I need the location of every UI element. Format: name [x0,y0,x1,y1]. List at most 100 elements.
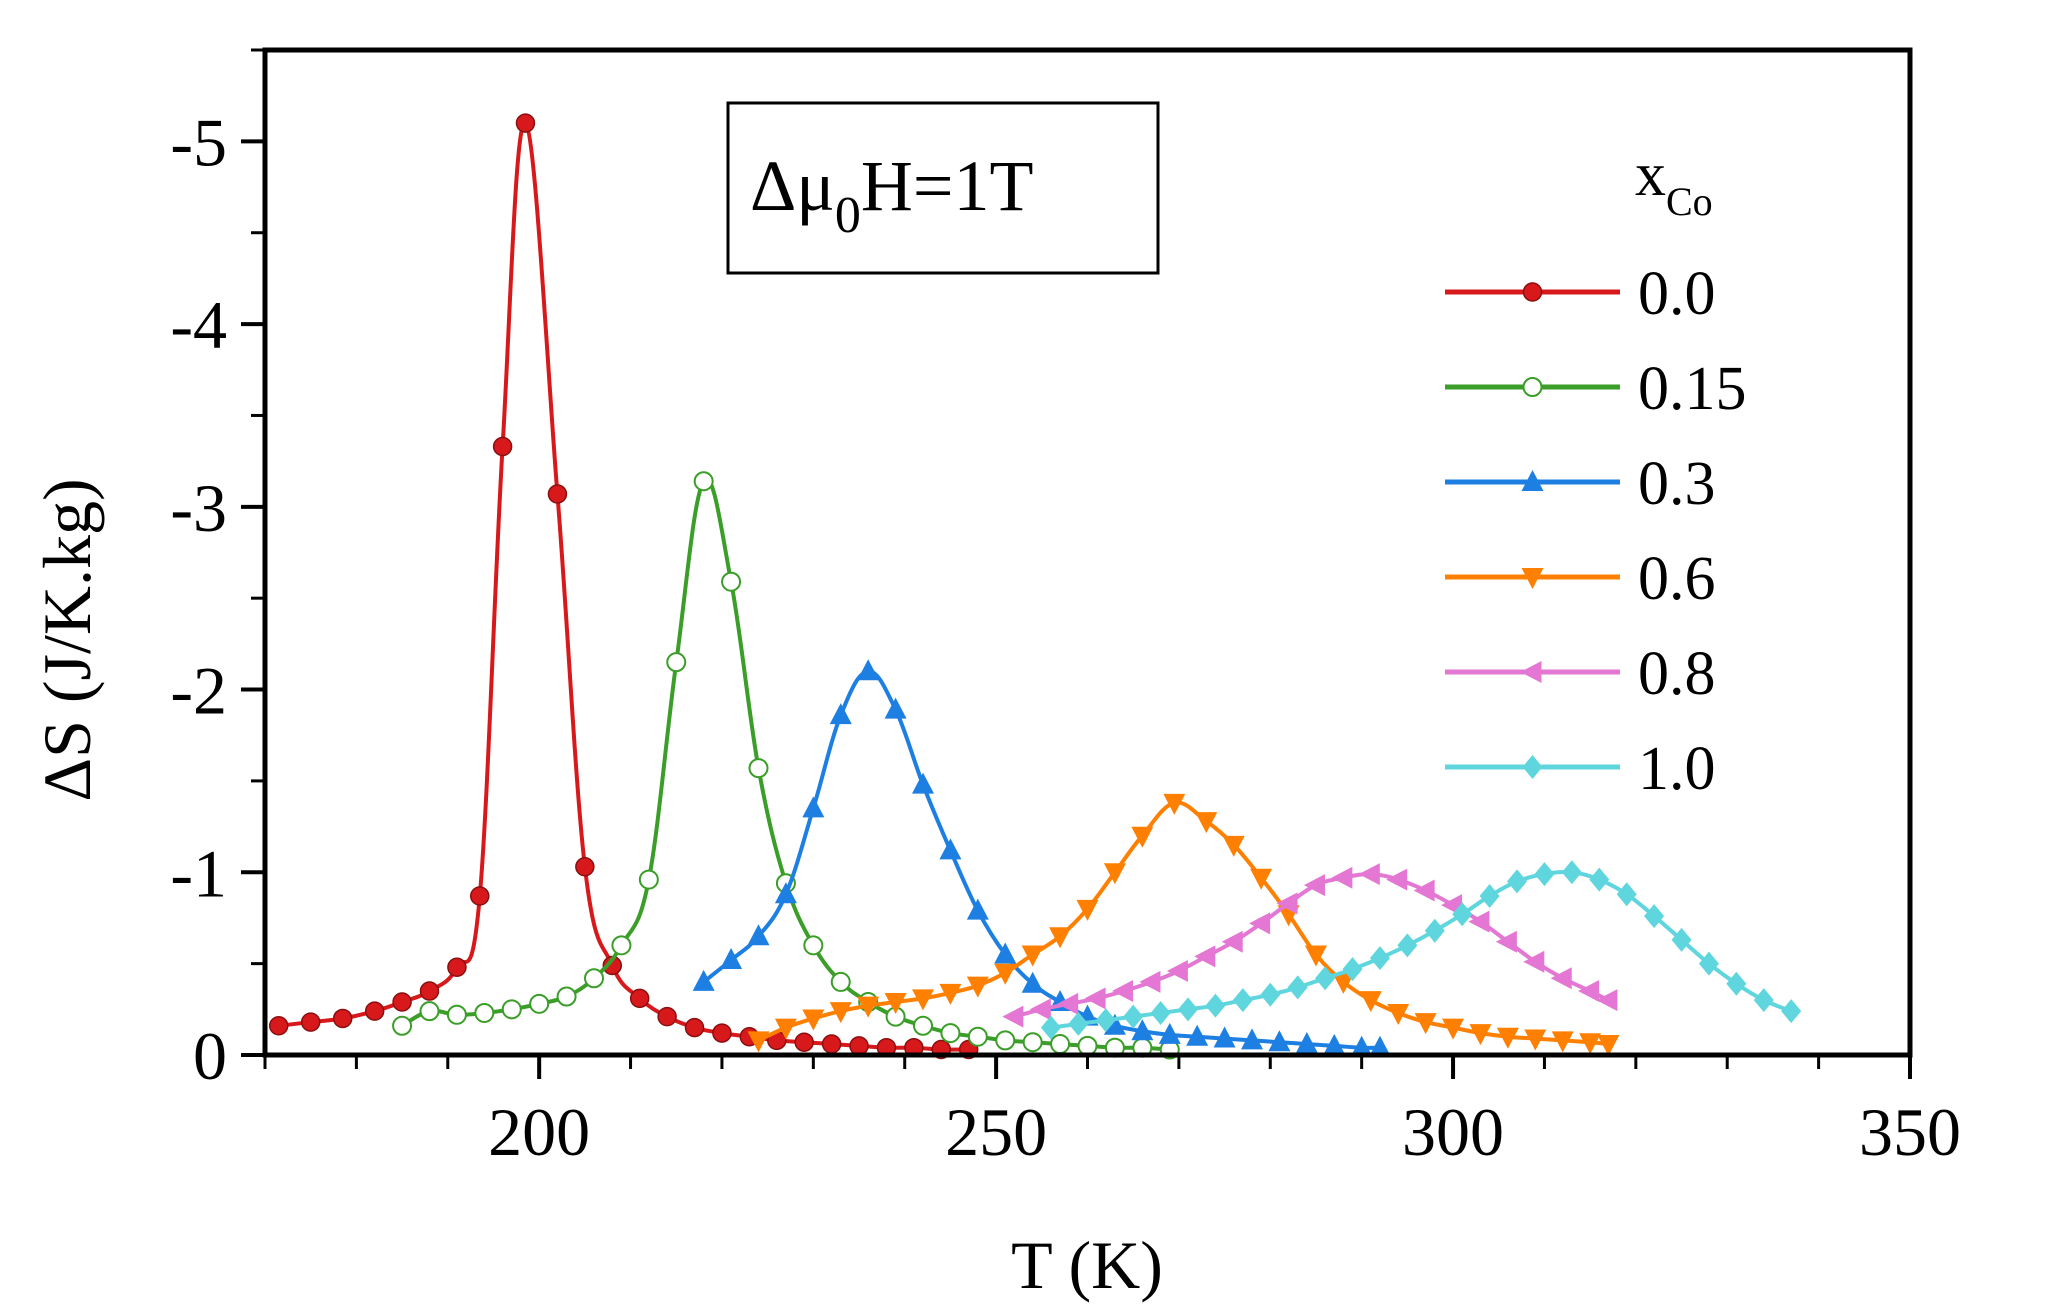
data-point [1495,930,1517,953]
data-point [1150,1000,1171,1025]
data-point [794,1032,814,1052]
annotation-main: Δμ [750,146,835,226]
data-point [1095,1008,1116,1033]
data-point [629,988,650,1009]
data-point [1386,868,1408,891]
data-point [1507,869,1528,894]
legend-label: 0.8 [1638,640,1716,708]
legend-title-main: x [1635,141,1666,209]
data-point [721,571,742,592]
annotation-text: Δμ0H=1T [750,146,1034,244]
y-tick-label: -3 [170,470,227,546]
data-point [657,1006,677,1027]
data-point [1304,945,1327,967]
data-point [1076,899,1099,921]
data-point [1158,1022,1181,1044]
data-point [747,924,770,946]
data-point [364,1001,385,1021]
data-point [829,1002,852,1024]
annotation-box: Δμ0H=1T [726,101,1160,275]
legend-title: xCo [1635,141,1713,224]
data-point [1112,980,1134,1003]
data-point [419,981,440,1001]
data-point [857,659,880,681]
data-point [1205,993,1226,1018]
data-point [1268,1030,1291,1052]
data-point [332,1008,353,1029]
data-point [1597,1035,1620,1057]
data-point [474,1002,495,1023]
legend: xCo 0.0 0.15 0.3 0.6 0.8 1.0 [1445,141,1747,803]
legend-label: 0.6 [1638,545,1716,613]
data-point [849,1036,869,1056]
data-point [884,993,907,1015]
data-point [693,471,714,492]
data-point [1103,863,1126,885]
legend-item: 0.0 [1445,260,1716,328]
data-point [684,1017,705,1038]
axis-layer: 200 250 300 350 0 -1 -2 -3 -4 -5 [170,48,1961,1170]
data-point [1397,933,1418,958]
data-point [1222,835,1245,857]
data-point [712,1023,732,1043]
data-point [1103,1013,1126,1035]
data-point [1123,1004,1144,1029]
data-point [1323,1033,1346,1055]
x-tick-label: 200 [488,1094,590,1170]
data-point [1050,1034,1071,1055]
data-point [1644,904,1665,929]
data-point [556,986,577,1007]
data-point [994,942,1017,964]
data-point [994,963,1017,985]
legend-title-subscript: Co [1666,179,1713,224]
data-point [470,886,490,906]
data-point [1178,997,1199,1022]
annotation-frame [726,101,1160,275]
data-point [1295,1032,1318,1054]
data-point [1022,1032,1043,1053]
data-point [1221,930,1243,953]
data-point [1213,1026,1236,1048]
data-point [392,992,412,1012]
series-1-0 [1040,860,1802,1040]
data-point [1698,951,1719,976]
x-tick-label: 350 [1859,1094,1961,1170]
data-point [1195,812,1218,834]
data-point [1194,945,1216,968]
data-point [748,758,769,779]
data-point [1442,1018,1465,1040]
data-point [1358,863,1380,886]
annotation-rest: H=1T [861,146,1034,226]
data-point [1332,972,1355,994]
data-point [584,968,604,989]
data-point [1232,988,1253,1013]
data-point [940,1023,961,1044]
data-point [1468,910,1490,933]
data-point [1589,867,1610,892]
data-point [1496,1027,1519,1049]
data-point [1414,1013,1437,1035]
legend-label: 0.0 [1638,260,1716,328]
data-point [1021,971,1044,993]
series-line [1050,869,1792,1030]
data-point [1131,826,1154,848]
data-point [1551,1031,1574,1053]
data-point [1359,991,1382,1013]
legend-label: 1.0 [1638,735,1716,803]
data-point [1260,982,1281,1007]
data-point [884,697,907,719]
data-point [1084,987,1106,1010]
data-point [830,971,851,992]
data-point [1424,918,1445,943]
data-point [692,969,715,991]
data-point [1579,1033,1602,1055]
y-tick-label: -2 [170,653,227,729]
series-0-3 [692,659,1391,1057]
legend-item: 0.6 [1445,545,1716,613]
data-point [774,882,797,904]
data-point [1029,998,1051,1021]
data-point [1524,1029,1547,1051]
data-point [1276,892,1298,915]
data-point [1561,860,1582,885]
data-point [829,703,852,725]
